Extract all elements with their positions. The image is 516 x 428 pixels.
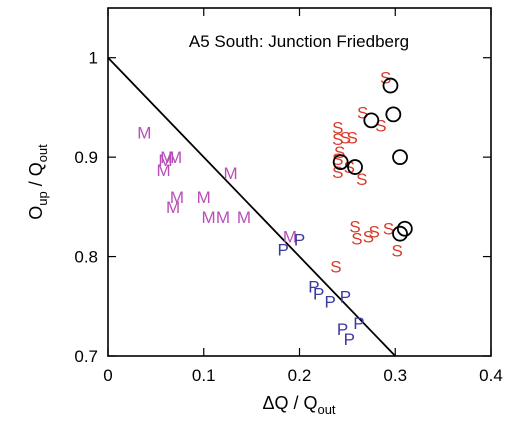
x-tick-label: 0.4 — [479, 366, 503, 385]
data-point-O — [332, 154, 349, 171]
data-point-S: S — [375, 116, 386, 135]
data-point-S: S — [332, 118, 343, 137]
data-point-P: P — [340, 287, 351, 306]
y-tick-label: 0.9 — [74, 148, 98, 167]
data-point-S: S — [363, 228, 374, 247]
data-point-M: M — [160, 148, 174, 167]
data-point-S: S — [357, 103, 368, 122]
reference-line — [108, 57, 396, 356]
y-axis-ticks: 0.7 0.8 0.9 1 — [74, 49, 491, 366]
data-point-O — [392, 225, 408, 242]
data-point-S: S — [332, 130, 343, 149]
x-axis-label: ΔQ / Qout — [262, 393, 335, 417]
y-axis-label-part1: O — [26, 206, 46, 220]
y-axis-label-sub1: up — [35, 191, 50, 205]
data-point-O — [396, 220, 413, 237]
data-point-S: S — [330, 258, 341, 277]
data-point-S: S — [391, 242, 402, 261]
data-point-S: S — [383, 220, 394, 239]
data-point-S: S — [344, 158, 355, 177]
data-point-O — [385, 106, 402, 123]
data-point-M: M — [283, 228, 297, 247]
data-point-M: M — [237, 208, 251, 227]
data-point-M: M — [201, 208, 215, 227]
data-point-S: S — [332, 150, 343, 169]
data-point-S: S — [351, 230, 362, 249]
y-tick-label: 0.8 — [74, 248, 98, 267]
x-axis-ticks: 0 0.1 0.2 0.3 0.4 — [103, 8, 503, 385]
data-point-M: M — [197, 188, 211, 207]
x-axis-label-main: ΔQ / Q — [262, 393, 317, 413]
data-point-O — [363, 112, 380, 129]
data-point-M: M — [137, 123, 151, 142]
data-point-P: P — [313, 284, 324, 303]
data-point-O — [382, 77, 399, 94]
data-point-P: P — [344, 330, 355, 349]
y-axis-label-part2: / Q — [26, 162, 46, 191]
y-axis-label-sub2: out — [35, 144, 50, 162]
x-tick-label: 0.3 — [383, 366, 407, 385]
reference-line-layer — [108, 57, 396, 356]
data-point-P: P — [324, 292, 335, 311]
data-point-O — [347, 159, 363, 175]
data-point-P: P — [337, 320, 348, 339]
data-point-S: S — [369, 223, 380, 242]
data-point-S: S — [332, 163, 343, 182]
data-point-M: M — [166, 198, 180, 217]
data-point-S: S — [334, 143, 345, 162]
x-tick-label: 0.1 — [192, 366, 216, 385]
data-point-M: M — [158, 151, 172, 170]
data-point-S: S — [380, 69, 391, 88]
x-tick-label: 0 — [103, 366, 112, 385]
data-point-M: M — [168, 148, 182, 167]
data-point-M: M — [156, 161, 170, 180]
data-point-P: P — [294, 231, 305, 250]
chart-title: A5 South: Junction Friedberg — [189, 32, 409, 51]
y-tick-label: 0.7 — [74, 347, 98, 366]
data-point-M: M — [170, 188, 184, 207]
data-point-O — [392, 149, 408, 166]
data-point-P: P — [278, 241, 289, 260]
data-point-S: S — [356, 170, 367, 189]
data-point-P: P — [308, 277, 319, 296]
y-tick-label: 1 — [89, 49, 98, 68]
data-point-S: S — [340, 128, 351, 147]
y-axis-label: Oup / Qout — [26, 144, 50, 220]
data-point-M: M — [216, 208, 230, 227]
x-tick-label: 0.2 — [288, 366, 312, 385]
x-axis-label-subscript: out — [317, 402, 335, 417]
data-point-S: S — [346, 128, 357, 147]
data-point-M: M — [223, 164, 237, 183]
plot-frame — [107, 7, 492, 357]
data-point-S: S — [349, 218, 360, 237]
data-point-P: P — [353, 314, 364, 333]
